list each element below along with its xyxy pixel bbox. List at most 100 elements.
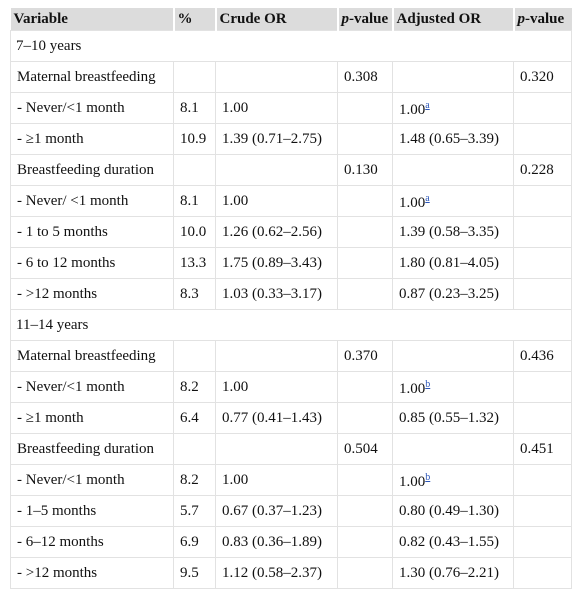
cell: 0.82 (0.43–1.55) (392, 526, 514, 558)
table-row: 7–10 years (10, 30, 572, 62)
cell: 1.00b (392, 371, 514, 403)
header-text: -value (525, 10, 565, 27)
cell: 6.9 (173, 526, 216, 558)
empty-cell (513, 123, 572, 155)
empty-cell (173, 61, 216, 93)
cell: 8.1 (173, 92, 216, 124)
cell: 9.5 (173, 557, 216, 589)
cell-text: 1.00 (399, 102, 426, 118)
cell: 0.77 (0.41–1.43) (215, 402, 338, 434)
table-row: - 6 to 12 months 13.3 1.75 (0.89–3.43) 1.80… (10, 247, 572, 279)
empty-cell (337, 464, 393, 496)
cell: - Never/<1 month (10, 92, 174, 124)
footnote-link[interactable]: b (425, 379, 431, 390)
empty-cell (392, 154, 514, 186)
cell: 8.2 (173, 464, 216, 496)
cell: - Never/<1 month (10, 464, 174, 496)
empty-cell (513, 464, 572, 496)
cell: - >12 months (10, 557, 174, 589)
cell: 8.1 (173, 185, 216, 217)
cell: 1.00a (392, 185, 514, 217)
header-cell: % (172, 8, 216, 31)
table-row: - ≥1 month 6.4 0.77 (0.41–1.43) 0.85 (0.55–… (10, 402, 572, 434)
empty-cell (513, 526, 572, 558)
cell: 1.30 (0.76–2.21) (392, 557, 514, 589)
cell: 0.80 (0.49–1.30) (392, 495, 514, 527)
cell: - 1 to 5 months (10, 216, 174, 248)
table-row: - 6–12 months 6.9 0.83 (0.36–1.89) 0.82 (0.… (10, 526, 572, 558)
cell: - >12 months (10, 278, 174, 310)
cell: 1.00a (392, 92, 514, 124)
cell: 1.26 (0.62–2.56) (215, 216, 338, 248)
empty-cell (392, 340, 514, 372)
cell: 0.130 (337, 154, 393, 186)
table-row: - >12 months 8.3 1.03 (0.33–3.17) 0.87 (0.2… (10, 278, 572, 310)
table-row: Maternal breastfeeding 0.370 0.436 (10, 340, 572, 372)
table-row: - >12 months 9.5 1.12 (0.58–2.37) 1.30 (0.7… (10, 557, 572, 589)
header-text: -value (349, 10, 389, 27)
empty-cell (513, 495, 572, 527)
cell: 1.80 (0.81–4.05) (392, 247, 514, 279)
table-row: Maternal breastfeeding 0.308 0.320 (10, 61, 572, 93)
cell: - 6–12 months (10, 526, 174, 558)
table-row: - 1–5 months 5.7 0.67 (0.37–1.23) 0.80 (0.4… (10, 495, 572, 527)
empty-cell (513, 278, 572, 310)
footnote-link[interactable]: b (425, 472, 431, 483)
header-cell: p-value (336, 8, 393, 31)
empty-cell (337, 123, 393, 155)
cell: Maternal breastfeeding (10, 340, 174, 372)
cell: - Never/<1 month (10, 371, 174, 403)
cell: Breastfeeding duration (10, 433, 174, 465)
empty-cell (215, 154, 338, 186)
cell: 0.85 (0.55–1.32) (392, 402, 514, 434)
table-row: - Never/<1 month 8.2 1.00 1.00b (10, 371, 572, 403)
footnote-mark: a (425, 97, 429, 111)
footnote-mark: a (425, 190, 429, 204)
cell: 0.67 (0.37–1.23) (215, 495, 338, 527)
cell: 1.00 (215, 92, 338, 124)
footnote-link[interactable]: a (425, 193, 430, 204)
cell: 1.12 (0.58–2.37) (215, 557, 338, 589)
cell: 0.83 (0.36–1.89) (215, 526, 338, 558)
cell: - 1–5 months (10, 495, 174, 527)
cell: 0.451 (513, 433, 572, 465)
empty-cell (337, 402, 393, 434)
cell: - ≥1 month (10, 402, 174, 434)
cell: 13.3 (173, 247, 216, 279)
header-cell: Adjusted OR (391, 8, 514, 31)
empty-cell (173, 340, 216, 372)
cell: 6.4 (173, 402, 216, 434)
empty-cell (513, 402, 572, 434)
table-row: Breastfeeding duration 0.130 0.228 (10, 154, 572, 186)
empty-cell (513, 247, 572, 279)
empty-cell (215, 340, 338, 372)
empty-cell (337, 92, 393, 124)
table-body: 7–10 years Maternal breastfeeding 0.308 0.3… (10, 30, 572, 589)
empty-cell (513, 557, 572, 589)
cell: 0.436 (513, 340, 572, 372)
cell-text: 1.00 (399, 195, 426, 211)
table-row: - Never/ <1 month 8.1 1.00 1.00a (10, 185, 572, 217)
cell: 1.00 (215, 371, 338, 403)
cell: 8.3 (173, 278, 216, 310)
cell: - Never/ <1 month (10, 185, 174, 217)
cell-text: 1.00 (399, 381, 426, 397)
empty-cell (173, 154, 216, 186)
empty-cell (337, 278, 393, 310)
empty-cell (337, 557, 393, 589)
footnote-link[interactable]: a (425, 100, 430, 111)
cell: 0.228 (513, 154, 572, 186)
cell: 1.75 (0.89–3.43) (215, 247, 338, 279)
table-row: - Never/<1 month 8.2 1.00 1.00b (10, 464, 572, 496)
cell: 0.320 (513, 61, 572, 93)
cell: 1.00 (215, 185, 338, 217)
cell: Maternal breastfeeding (10, 61, 174, 93)
empty-cell (337, 371, 393, 403)
header-cell: Variable (10, 8, 174, 31)
empty-cell (337, 185, 393, 217)
empty-cell (392, 433, 514, 465)
table-row: - ≥1 month 10.9 1.39 (0.71–2.75) 1.48 (0.65… (10, 123, 572, 155)
section-cell: 11–14 years (10, 309, 572, 341)
cell: 1.00b (392, 464, 514, 496)
